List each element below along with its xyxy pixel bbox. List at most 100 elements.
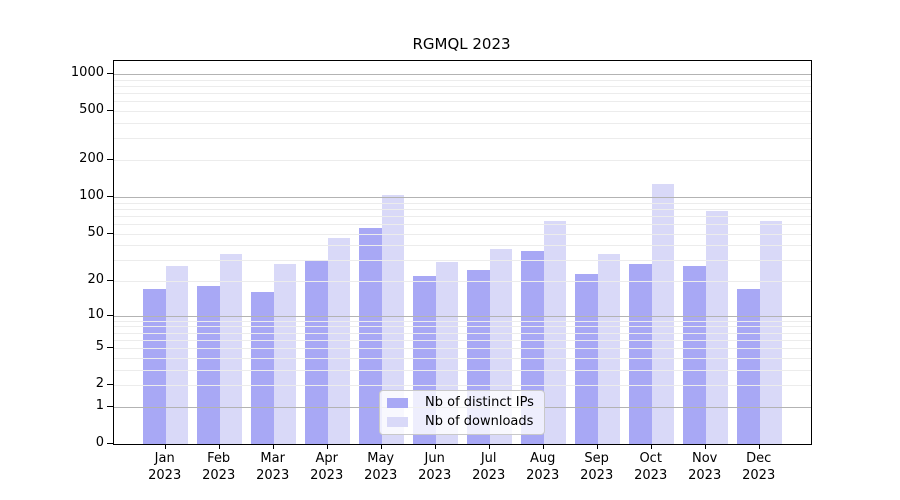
x-axis-tick [758,444,760,449]
x-axis-tick [596,444,598,449]
x-axis-tick-label-year: 2023 [418,468,452,483]
x-axis-tick-label-year: 2023 [634,468,668,483]
x-axis-tick-label: Feb 2023 [189,450,249,484]
bar-downloads-oct [651,183,675,444]
x-axis-tick-label-year: 2023 [742,468,776,483]
bar-distinct-ips-sep [575,273,598,444]
legend-label-distinct-ips: Nb of distinct IPs [425,395,534,410]
x-axis-tick-label-year: 2023 [256,468,290,483]
x-axis-tick-label: Jan 2023 [135,450,195,484]
x-axis-tick-label-year: 2023 [148,468,182,483]
x-axis-tick [650,444,652,449]
x-axis-tick-label-month: Dec [746,451,772,466]
gridline-minor [114,348,811,350]
x-axis-tick-label-month: May [367,451,395,466]
gridline-minor [114,369,811,371]
gridline-minor [114,281,811,282]
gridline-minor [114,339,811,341]
gridline-minor [114,202,811,204]
x-axis-tick-label: Sep 2023 [567,450,627,484]
y-axis-tick-label: 1000 [70,65,104,80]
bar-distinct-ips-nov [683,265,706,444]
bar-distinct-ips-apr [305,260,328,444]
gridline-minor [114,123,811,124]
x-axis-tick [164,444,166,449]
x-axis-tick [542,444,544,449]
y-axis-tick-label: 500 [79,102,104,118]
x-axis-tick-label: Jun 2023 [405,450,465,484]
bar-downloads-jan [165,265,189,444]
x-axis-tick-label: May 2023 [351,450,411,484]
bar-downloads-may [381,195,405,444]
x-axis-tick [488,444,490,449]
x-axis-tick [326,444,328,449]
gridline-major [114,74,811,75]
y-axis-tick-label: 20 [87,272,104,287]
x-axis-tick-label-month: Mar [260,451,285,466]
gridline-minor [114,101,811,103]
legend: Nb of distinct IPs Nb of downloads [379,390,545,435]
x-axis-tick-label: Apr 2023 [297,450,357,484]
x-axis-tick-label-year: 2023 [580,468,614,483]
x-axis-tick-label-year: 2023 [364,468,398,483]
x-axis-tick [380,444,382,449]
y-axis-tick [107,232,113,234]
y-axis-tick [107,73,113,75]
y-axis-tick-label: 10 [87,306,104,322]
y-axis-tick [107,405,113,408]
legend-swatch-downloads [387,417,408,427]
x-axis-tick-label-month: Apr [315,451,338,466]
x-axis-tick [218,444,220,449]
y-axis-tick [107,159,113,161]
y-axis-tick-label: 0 [95,435,104,450]
y-axis-tick [107,280,113,282]
x-axis-tick [434,444,436,449]
x-axis-tick-label: Mar 2023 [243,450,303,484]
y-axis-tick [107,384,113,386]
gridline-minor [114,111,811,113]
bar-distinct-ips-may [359,228,382,444]
gridline-minor [114,79,811,81]
gridline-major [114,315,811,317]
bar-distinct-ips-dec [737,289,760,444]
gridline-minor [114,223,811,225]
bar-distinct-ips-oct [629,263,652,444]
gridline-minor [114,260,811,262]
x-axis-tick-label-year: 2023 [202,468,236,483]
y-axis-tick-label: 1 [95,397,104,413]
y-axis-tick [107,347,113,349]
x-axis-tick-label: Aug 2023 [513,450,573,484]
chart-title: RGMQL 2023 [412,35,511,53]
x-axis-tick-label-year: 2023 [526,468,560,483]
x-axis-tick-label-year: 2023 [472,468,506,483]
x-axis-tick-label-month: Sep [584,451,609,466]
bar-distinct-ips-jan [143,289,166,444]
gridline-minor [114,208,811,210]
x-axis-tick-label: Nov 2023 [675,450,735,484]
x-axis-tick-label-month: Jan [154,451,175,466]
gridline-minor [114,385,811,387]
y-axis-tick [107,110,113,112]
y-axis-tick-label: 5 [95,339,104,355]
legend-entry-distinct-ips: Nb of distinct IPs [387,395,536,411]
gridline-minor [114,326,811,328]
bar-downloads-mar [273,263,297,444]
x-axis-tick-label-month: Feb [207,451,231,466]
gridline-minor [114,215,811,217]
gridline-minor [114,245,811,247]
plot-area [113,60,812,445]
x-axis-tick-label: Dec 2023 [729,450,789,484]
bar-downloads-apr [327,237,351,444]
legend-swatch-ips [387,398,408,408]
gridline-minor [114,86,811,87]
x-axis-tick-label: Oct 2023 [621,450,681,484]
gridline-minor [114,332,811,334]
x-axis-tick-label-month: Jul [480,451,497,466]
x-axis-tick [272,444,274,449]
legend-label-downloads: Nb of downloads [425,414,534,429]
y-axis-tick-label: 200 [79,151,104,166]
x-axis-tick-label: Jul 2023 [459,450,519,484]
gridline-minor [114,93,811,95]
y-axis-tick-label: 2 [95,376,104,392]
